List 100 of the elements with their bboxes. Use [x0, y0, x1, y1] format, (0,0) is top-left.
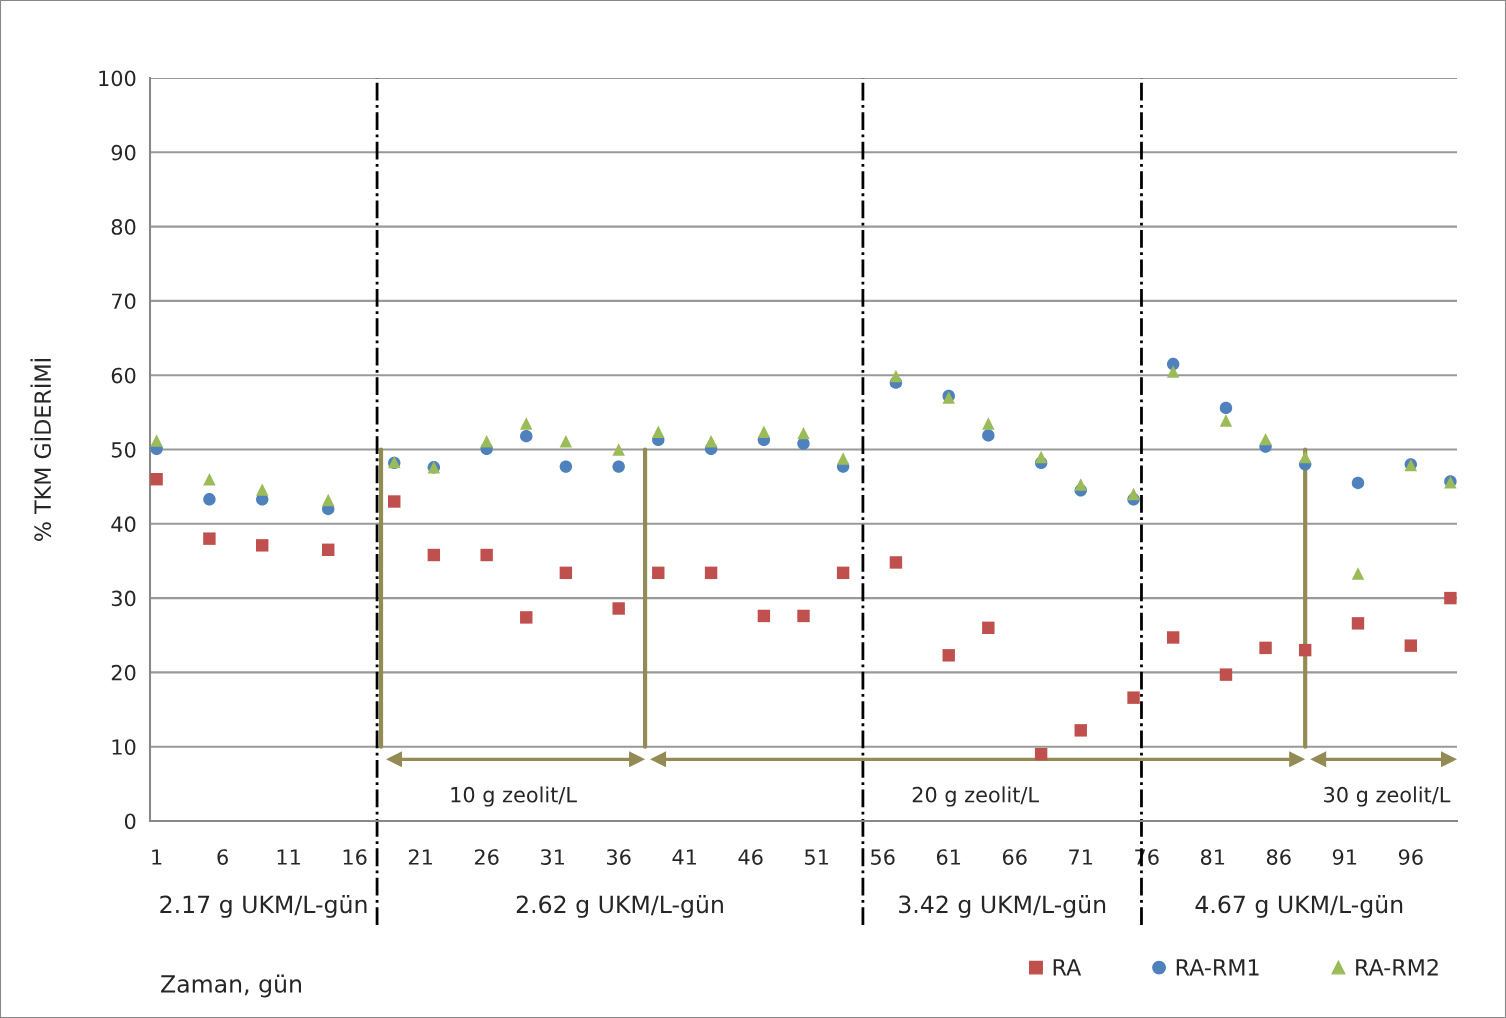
point — [1351, 617, 1365, 630]
x-tick-label: 31 — [540, 849, 564, 865]
point — [1166, 631, 1180, 644]
point — [612, 460, 625, 473]
annotation: 10 g zeolit/L — [451, 786, 577, 807]
point — [322, 493, 335, 507]
point — [203, 473, 216, 486]
point — [1259, 432, 1272, 446]
point — [256, 483, 269, 496]
point — [1166, 357, 1180, 371]
point — [1166, 365, 1180, 378]
point — [1351, 567, 1365, 580]
point — [256, 539, 269, 552]
y-tick-label: 30 — [111, 590, 136, 607]
y-axis-title: % TKM GİDERİMİ — [30, 359, 52, 541]
point — [1034, 747, 1048, 761]
x-tick-label: 81 — [1200, 849, 1225, 865]
y-tick-label: 90 — [111, 144, 136, 161]
point — [1298, 643, 1312, 657]
x-tick-label: 41 — [672, 849, 697, 865]
text: 3.42 g UKM/L-gün — [899, 895, 1106, 918]
x-tick-label: 36 — [607, 849, 631, 865]
point — [1351, 476, 1365, 490]
annotation: 30 g zeolit/L — [1324, 786, 1451, 807]
point — [559, 566, 573, 580]
point — [1259, 641, 1272, 655]
point — [889, 556, 903, 569]
point — [1219, 401, 1233, 415]
point — [1074, 724, 1087, 737]
point — [1127, 691, 1140, 704]
x-tick-label: 21 — [408, 849, 432, 865]
point — [203, 532, 216, 545]
x-tick-label: 26 — [474, 849, 499, 865]
x-tick-label: 96 — [1398, 849, 1423, 865]
legend-label: RA-RM1 — [1176, 959, 1259, 976]
y-tick-label: 10 — [112, 739, 136, 755]
point — [1298, 450, 1312, 464]
x-tick-label: 11 — [277, 849, 300, 865]
point — [559, 435, 573, 448]
x-tick-label: 16 — [343, 849, 367, 865]
point — [1127, 487, 1140, 501]
y-tick-label: 20 — [111, 664, 136, 681]
legend-label: RA — [1053, 959, 1082, 976]
y-tick-label: 100 — [99, 70, 136, 87]
point — [652, 566, 665, 580]
x-tick-label: 6 — [217, 849, 228, 865]
x-tick-label: 46 — [738, 849, 763, 865]
point — [1444, 591, 1457, 605]
x-tick-label: 71 — [1069, 849, 1093, 865]
point — [942, 649, 955, 662]
x-tick-label: 56 — [871, 849, 895, 865]
point — [836, 452, 850, 465]
point — [520, 611, 533, 624]
point — [520, 417, 533, 430]
point — [982, 429, 995, 442]
annotation: 20 g zeolit/L — [912, 786, 1039, 807]
point — [480, 435, 493, 448]
point — [982, 417, 995, 430]
text: 2.62 g UKM/L-gün — [516, 895, 723, 918]
point — [757, 609, 771, 623]
point — [757, 425, 771, 438]
y-tick-label: 0 — [124, 813, 136, 830]
point — [982, 621, 995, 635]
point — [612, 602, 625, 615]
point — [1034, 450, 1048, 464]
point — [150, 434, 163, 447]
y-tick-label: 60 — [111, 367, 136, 384]
point — [704, 435, 718, 448]
y-tick-label: 40 — [111, 516, 136, 533]
point — [1219, 414, 1233, 427]
point — [322, 543, 335, 557]
point — [480, 548, 493, 562]
point — [704, 566, 718, 580]
point — [652, 425, 665, 438]
y-tick-label: 50 — [111, 441, 136, 458]
point — [150, 473, 163, 486]
y-tick-label: 70 — [112, 293, 136, 310]
x-tick-label: 86 — [1266, 849, 1291, 865]
point — [388, 495, 401, 508]
point — [520, 429, 533, 443]
point — [889, 369, 903, 383]
x-tick-label: 51 — [805, 849, 829, 865]
x-tick-label: 66 — [1002, 849, 1027, 865]
point — [427, 548, 441, 562]
point — [836, 566, 850, 580]
point — [203, 493, 216, 506]
point — [1074, 478, 1087, 491]
legend-label: RA-RM2 — [1356, 958, 1438, 976]
x-tick-label: 61 — [936, 849, 961, 865]
text: 2.17 g UKM/L-gün — [160, 895, 367, 918]
text: 4.67 g UKM/L-gün — [1195, 895, 1403, 918]
x-tick-label: 1 — [152, 849, 162, 865]
point — [797, 609, 810, 623]
point — [559, 460, 573, 473]
point — [797, 426, 810, 440]
point — [1404, 639, 1417, 652]
x-axis-title: Zaman, gün — [161, 974, 301, 998]
point — [1219, 668, 1233, 681]
x-tick-label: 91 — [1332, 849, 1357, 865]
y-tick-label: 80 — [111, 219, 136, 235]
